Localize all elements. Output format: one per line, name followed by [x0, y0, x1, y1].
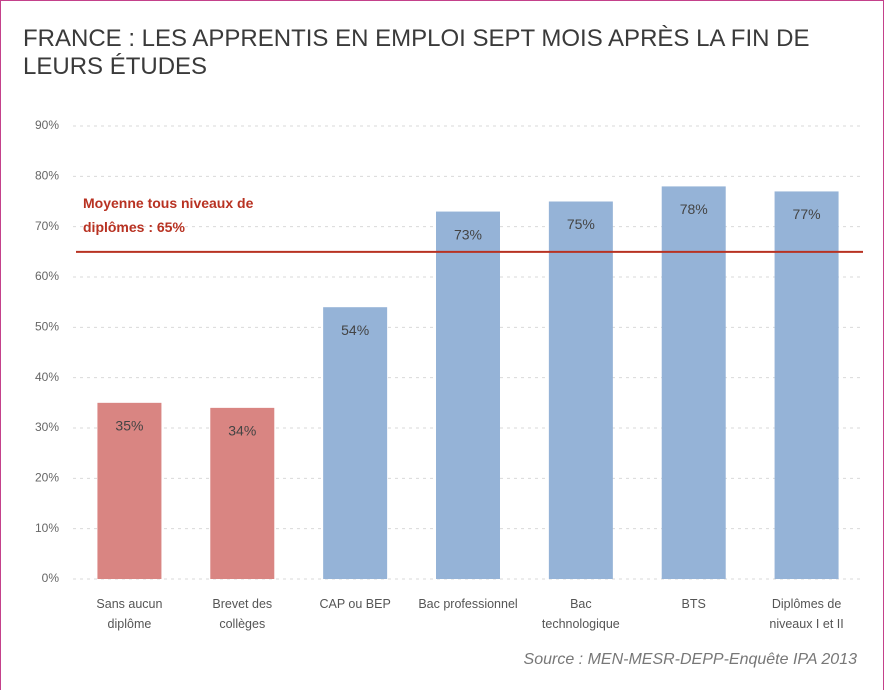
bar [661, 186, 726, 579]
x-tick-label: Diplômes de niveaux I et II [769, 597, 844, 631]
bar [323, 307, 388, 579]
x-tick-label: BTS [681, 597, 706, 611]
bar [97, 402, 162, 579]
x-tick-label: CAP ou BEP [319, 597, 391, 611]
value-label: 75% [567, 216, 595, 232]
reference-label: Moyenne tous niveaux de diplômes : 65% [83, 195, 254, 235]
y-tick-label: 10% [35, 521, 59, 535]
y-tick-label: 70% [35, 219, 59, 233]
y-tick-label: 90% [35, 118, 59, 132]
value-label: 35% [115, 418, 143, 434]
y-tick-label: 60% [35, 269, 59, 283]
y-tick-label: 50% [35, 320, 59, 334]
value-label: 77% [793, 206, 821, 222]
x-tick-label: Bac professionnel [418, 597, 518, 611]
source: Source : MEN-MESR-DEPP-Enquête IPA 2013 [523, 651, 857, 668]
value-label: 78% [680, 201, 708, 217]
bar [774, 191, 839, 579]
value-label: 34% [228, 423, 256, 439]
x-tick-label: Bac technologique [541, 597, 620, 631]
bar [210, 407, 275, 579]
y-tick-label: 20% [35, 471, 59, 485]
x-tick-label: Sans aucun diplôme [96, 597, 163, 631]
bar [548, 201, 613, 579]
value-label: 73% [454, 226, 482, 242]
chart-title: FRANCE : LES APPRENTIS EN EMPLOI SEPT MO… [23, 25, 810, 80]
bar [436, 211, 500, 580]
y-tick-label: 30% [35, 420, 59, 434]
value-label: 54% [341, 322, 369, 338]
x-tick-label: Brevet des collèges [212, 597, 273, 631]
y-tick-label: 40% [35, 370, 59, 384]
y-tick-label: 80% [35, 169, 59, 183]
y-tick-label: 0% [42, 571, 60, 585]
